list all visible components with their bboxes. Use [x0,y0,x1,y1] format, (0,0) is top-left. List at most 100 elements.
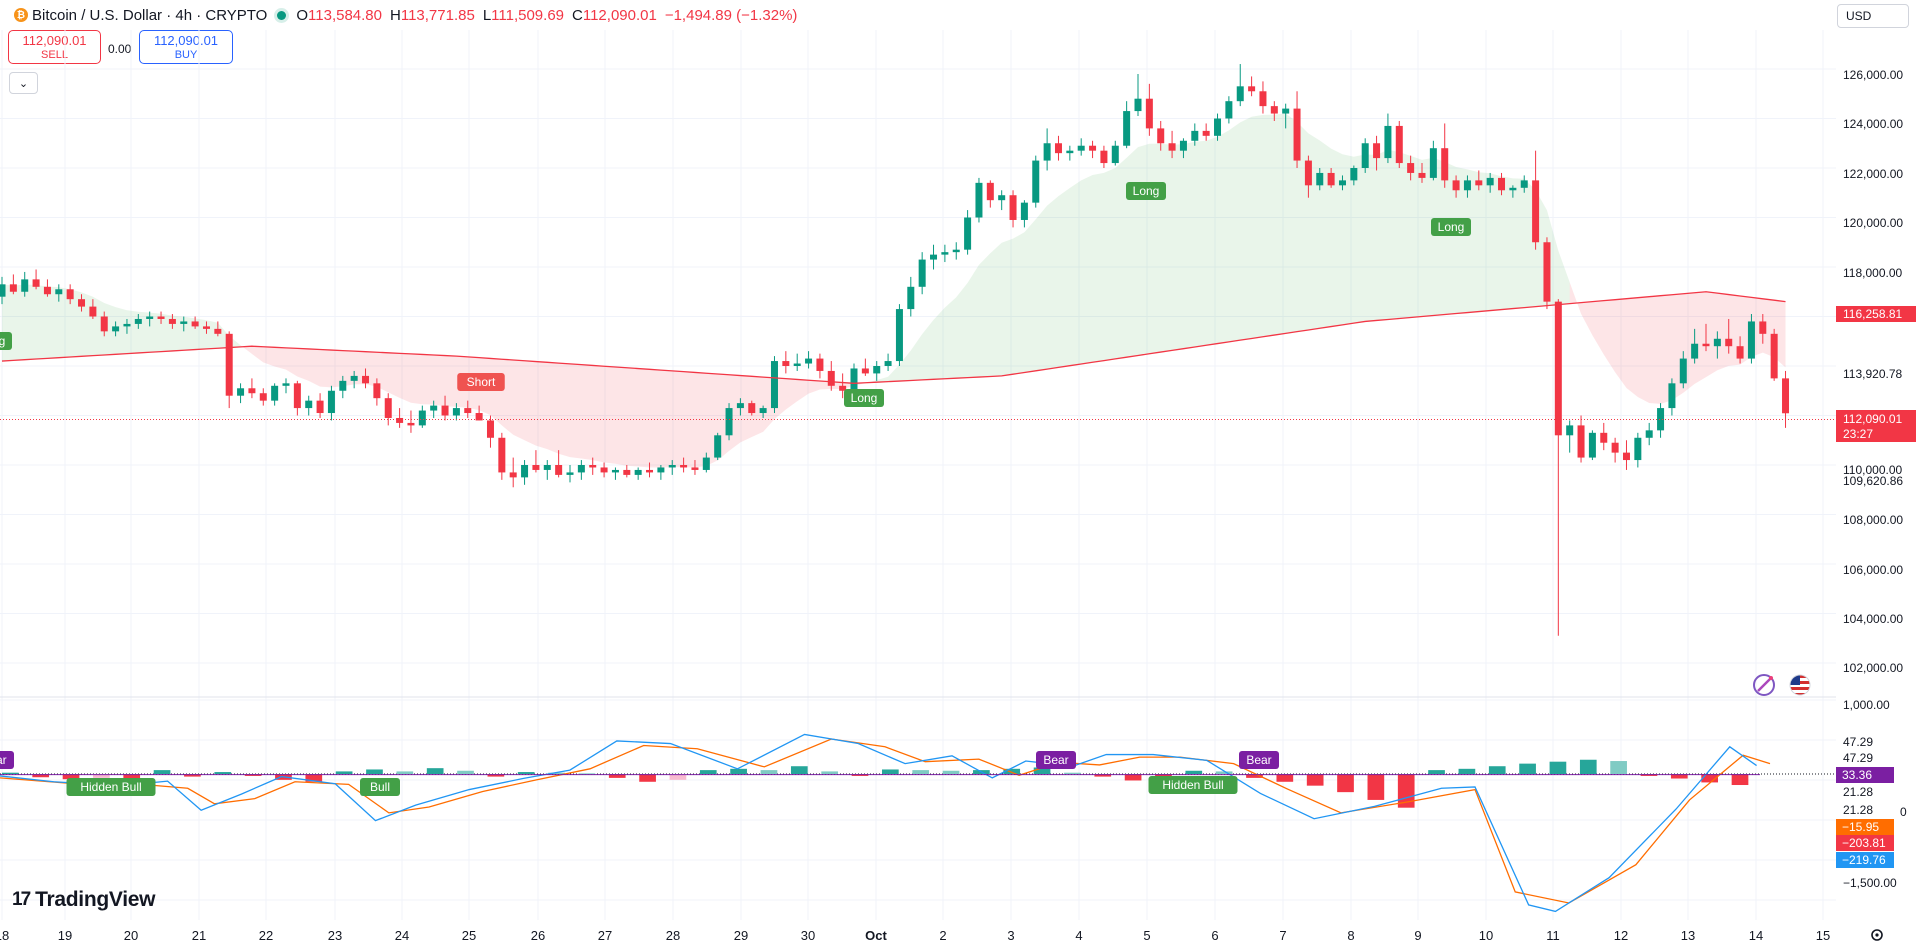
candle [1498,172,1506,196]
macd-histogram-bar [1549,761,1567,774]
candle-body [464,408,472,414]
time-axis-label: 24 [395,928,409,943]
candle [1566,420,1574,453]
candle [964,210,972,255]
macd-signal-bg [1036,751,1076,769]
candle-body [577,465,585,473]
candle-body [1463,180,1471,191]
candle [623,465,631,478]
macd-histogram-bar [487,774,505,777]
macd-axis-label: 21.28 [1843,803,1873,817]
candle-body [1338,180,1346,186]
candle-body [532,465,540,470]
buy-price: 112,090.01 [153,33,219,48]
macd-axis-label: 21.28 [1843,785,1873,799]
candle-body [1202,130,1210,136]
macd-signal-bull: Bull [360,778,400,796]
candle-body [611,469,619,473]
candle [1020,200,1028,228]
macd-histogram-bar [1246,774,1263,778]
candle-body [100,316,108,332]
macd-histogram-bar [2,772,19,774]
candle-body [1452,180,1460,191]
candle [1236,64,1244,107]
candle [725,403,733,441]
gear-icon[interactable] [1871,929,1883,941]
candle-body [1554,301,1562,436]
candle-body [1418,172,1426,178]
candle [452,403,460,421]
candle-body [350,375,358,381]
candle [1441,123,1449,188]
macd-histogram-bar [1215,771,1233,774]
close-label: C [572,6,583,24]
time-axis-label: 10 [1479,928,1493,943]
candle-body [805,358,813,364]
candle-body [736,403,744,409]
price-axis-label: 118,000.00 [1843,266,1902,280]
candle-body [1236,86,1244,102]
candle-body [1486,177,1494,186]
macd-signal-bg [1239,751,1279,769]
magic-wand-icon[interactable] [1753,674,1775,696]
time-axis-label: 20 [124,928,138,943]
currency-selector[interactable]: USD [1837,4,1909,28]
candle [805,351,813,369]
candle [918,252,926,295]
candle [1429,140,1437,181]
candle-body [373,383,381,399]
macd-histogram-bar [396,771,414,774]
macd-signal-text: Bear [1246,753,1271,767]
candle [1248,76,1256,97]
candle [770,356,778,414]
candle-body [237,388,245,396]
candle-body [895,309,903,362]
candle [1077,138,1085,156]
time-axis-label: 5 [1143,928,1150,943]
signal-label-bg [1126,182,1166,200]
candle-body [55,289,63,295]
collapse-toggle[interactable]: ⌄ [9,72,38,94]
candle-body [214,328,222,334]
candle [32,269,40,290]
candle [702,452,710,473]
signal-line [0,738,1771,904]
candle [1009,190,1017,228]
candle [1713,331,1721,359]
candle-body [168,318,176,324]
candle [248,378,256,399]
candle [475,405,483,421]
signal-label-long: Long [1126,182,1166,200]
candle [237,383,245,404]
sell-button[interactable]: 112,090.01 SELL [8,30,101,64]
candle-body [146,316,154,319]
symbol-title[interactable]: Bitcoin / U.S. Dollar · 4h · CRYPTO [32,6,268,24]
ma-fill-area [865,113,1570,384]
candle-body [543,465,551,470]
macd-histogram-bar [426,768,444,774]
candle-body [1566,425,1574,436]
chevron-down-icon: ⌄ [18,77,29,90]
macd-signal-text: Hidden Bull [80,780,141,794]
candle [657,465,665,480]
time-axis-label: 13 [1681,928,1695,943]
candle [1759,314,1767,344]
tradingview-logo[interactable]: 17 TradingView [12,888,155,912]
us-flag-icon[interactable] [1789,674,1811,696]
signal-label-bg [457,373,505,391]
candle [839,373,847,399]
macd-histogram-bar [639,774,656,782]
price-axis-label: 109,620.86 [1843,474,1903,488]
buy-button[interactable]: 112,090.01 BUY [139,30,233,64]
signal-label-long: Long [1431,218,1471,236]
time-axis-label: 9 [1414,928,1421,943]
candle [816,353,824,379]
candle [1168,130,1176,159]
candle-body [1282,108,1290,114]
macd-histogram-bar [730,768,747,774]
candle [100,311,108,337]
candle [1054,135,1062,161]
candle [146,311,154,327]
candle [1373,135,1381,171]
